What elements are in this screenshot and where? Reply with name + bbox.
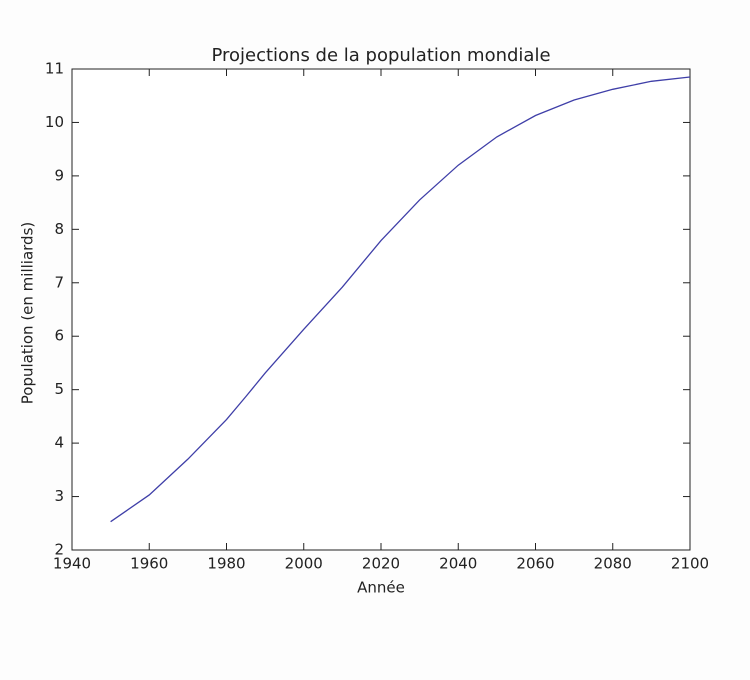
data-line bbox=[110, 76, 691, 523]
y-tick-label: 4 bbox=[54, 434, 64, 452]
plot-area bbox=[71, 68, 691, 551]
x-tick-label: 1960 bbox=[130, 555, 168, 573]
y-axis-label: Population (en milliards) bbox=[19, 222, 37, 405]
x-tick-label: 1980 bbox=[207, 555, 245, 573]
x-tick-label: 2000 bbox=[285, 555, 323, 573]
x-tick-label: 1940 bbox=[53, 555, 91, 573]
x-tick-label: 2060 bbox=[516, 555, 554, 573]
y-tick-label: 3 bbox=[54, 487, 64, 505]
y-tick-label: 9 bbox=[54, 166, 64, 184]
x-tick-label: 2100 bbox=[671, 555, 709, 573]
x-axis-label: Année bbox=[357, 579, 405, 597]
y-tick-label: 6 bbox=[54, 327, 64, 345]
chart-title: Projections de la population mondiale bbox=[211, 45, 550, 66]
y-tick-label: 10 bbox=[45, 113, 64, 131]
y-tick-label: 7 bbox=[54, 273, 64, 291]
y-tick-label: 11 bbox=[45, 60, 64, 78]
x-tick-label: 2020 bbox=[362, 555, 400, 573]
y-tick-label: 8 bbox=[54, 220, 64, 238]
x-tick-label: 2080 bbox=[594, 555, 632, 573]
y-tick-label: 5 bbox=[54, 380, 64, 398]
x-tick-label: 2040 bbox=[439, 555, 477, 573]
y-tick-label: 2 bbox=[54, 541, 64, 559]
